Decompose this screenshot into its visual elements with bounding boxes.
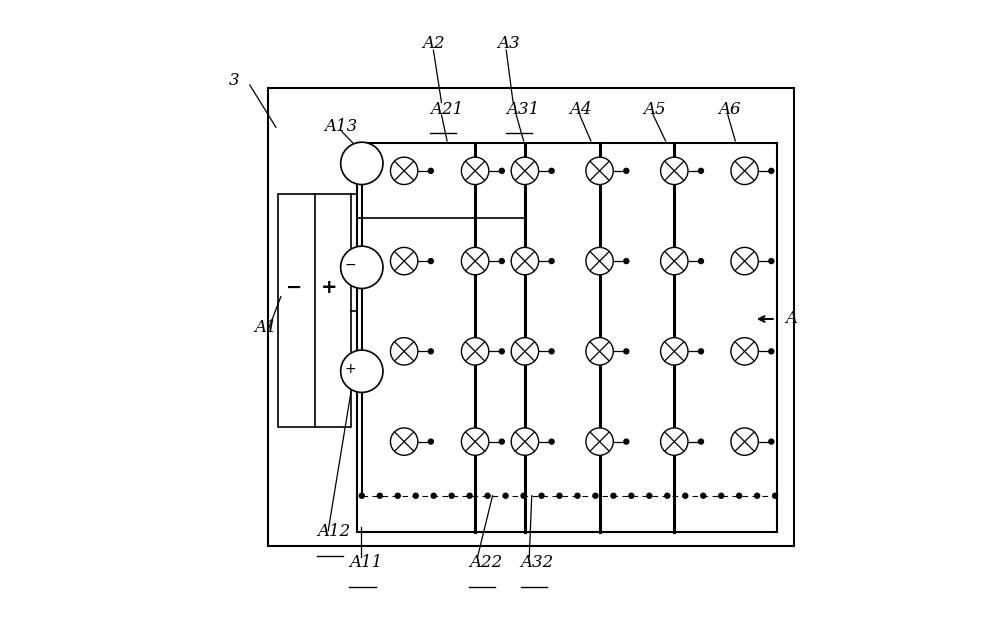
Text: A11: A11 (349, 555, 383, 571)
Circle shape (511, 338, 539, 365)
Circle shape (539, 493, 544, 498)
Circle shape (557, 493, 562, 498)
Circle shape (647, 493, 652, 498)
Circle shape (773, 493, 778, 498)
Circle shape (359, 493, 364, 498)
Circle shape (461, 157, 489, 185)
Circle shape (661, 247, 688, 275)
Circle shape (665, 493, 670, 498)
Circle shape (499, 259, 504, 264)
Circle shape (624, 439, 629, 444)
Text: A6: A6 (718, 101, 740, 118)
Circle shape (683, 493, 688, 498)
Circle shape (390, 157, 418, 185)
Circle shape (499, 439, 504, 444)
Circle shape (390, 428, 418, 455)
Circle shape (461, 338, 489, 365)
Circle shape (611, 493, 616, 498)
Circle shape (467, 493, 472, 498)
Text: +: + (321, 278, 337, 297)
Text: A: A (785, 310, 797, 327)
Circle shape (624, 168, 629, 173)
Circle shape (428, 349, 433, 354)
Circle shape (698, 168, 703, 173)
Circle shape (549, 168, 554, 173)
Text: A1: A1 (254, 319, 277, 336)
Circle shape (698, 349, 703, 354)
Text: A13: A13 (324, 117, 358, 134)
Circle shape (661, 428, 688, 455)
Circle shape (586, 247, 613, 275)
Circle shape (737, 493, 742, 498)
Text: −: − (286, 278, 302, 297)
Circle shape (755, 493, 760, 498)
Circle shape (586, 338, 613, 365)
Circle shape (503, 493, 508, 498)
Circle shape (413, 493, 418, 498)
Circle shape (624, 259, 629, 264)
Text: A5: A5 (643, 101, 666, 118)
Circle shape (698, 259, 703, 264)
Circle shape (511, 428, 539, 455)
Circle shape (521, 493, 526, 498)
Circle shape (731, 338, 758, 365)
Circle shape (769, 259, 774, 264)
Circle shape (549, 259, 554, 264)
Circle shape (428, 168, 433, 173)
Circle shape (377, 493, 382, 498)
Circle shape (698, 439, 703, 444)
Circle shape (511, 247, 539, 275)
Circle shape (586, 157, 613, 185)
Text: A2: A2 (422, 35, 445, 52)
Bar (268, 88, 794, 546)
Circle shape (731, 157, 758, 185)
Circle shape (341, 246, 383, 288)
Circle shape (624, 349, 629, 354)
Text: A32: A32 (521, 555, 554, 571)
Circle shape (341, 350, 383, 392)
Circle shape (499, 349, 504, 354)
Circle shape (390, 247, 418, 275)
Circle shape (769, 349, 774, 354)
Text: A12: A12 (317, 523, 350, 540)
Text: A4: A4 (570, 101, 592, 118)
Text: +: + (344, 362, 356, 376)
Circle shape (701, 493, 706, 498)
Circle shape (731, 247, 758, 275)
Circle shape (575, 493, 580, 498)
Circle shape (390, 338, 418, 365)
Circle shape (731, 428, 758, 455)
Circle shape (431, 493, 436, 498)
Bar (357, 143, 777, 532)
Text: A22: A22 (469, 555, 502, 571)
Circle shape (593, 493, 598, 498)
Circle shape (511, 157, 539, 185)
Circle shape (449, 493, 454, 498)
Circle shape (549, 349, 554, 354)
Circle shape (428, 439, 433, 444)
Circle shape (461, 428, 489, 455)
Text: A3: A3 (498, 35, 520, 52)
Text: 3: 3 (229, 72, 240, 89)
Circle shape (769, 168, 774, 173)
Circle shape (769, 439, 774, 444)
Circle shape (629, 493, 634, 498)
Circle shape (485, 493, 490, 498)
Circle shape (719, 493, 724, 498)
Text: −: − (344, 258, 356, 272)
Text: A21: A21 (430, 101, 464, 118)
Circle shape (661, 338, 688, 365)
Text: A31: A31 (506, 101, 539, 118)
Circle shape (661, 157, 688, 185)
Circle shape (549, 439, 554, 444)
Circle shape (395, 493, 400, 498)
Circle shape (341, 142, 383, 185)
Circle shape (428, 259, 433, 264)
Bar (278, 194, 351, 427)
Circle shape (461, 247, 489, 275)
Circle shape (586, 428, 613, 455)
Circle shape (499, 168, 504, 173)
